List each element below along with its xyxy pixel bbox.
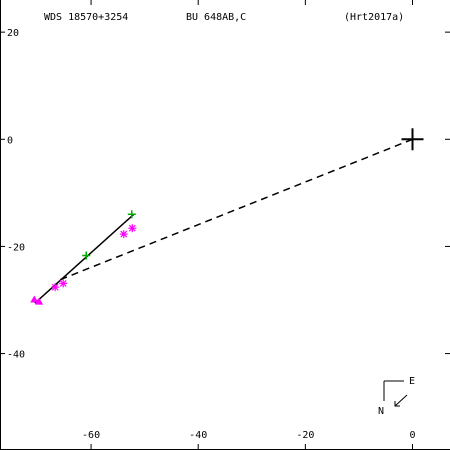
y-tick-label: -20 [7, 242, 25, 253]
y-tick-label: 20 [7, 28, 19, 39]
y-tick-label: 0 [7, 135, 13, 146]
x-tick-label: 0 [409, 430, 415, 441]
x-tick-label: -20 [296, 430, 314, 441]
reference-label: (Hrt2017a) [344, 12, 404, 23]
wds-id-label: WDS 18570+3254 [44, 12, 128, 23]
asterisk-marker [51, 283, 60, 292]
plus-marker [82, 251, 91, 260]
compass-north-label: N [378, 406, 384, 417]
x-tick-label: -40 [189, 430, 207, 441]
x-tick-label: -60 [82, 430, 100, 441]
primary-star-marker [401, 128, 424, 151]
observation-points [30, 210, 137, 305]
compass-rose: E N [378, 376, 415, 417]
orbit-fit-line [34, 213, 135, 304]
motion-arrow [394, 394, 408, 407]
triangle-marker [35, 297, 44, 305]
y-tick-label: -40 [7, 350, 25, 361]
compass-east-label: E [409, 376, 415, 387]
plus-marker [127, 210, 136, 219]
separation-dashed-line [58, 138, 413, 281]
discoverer-label: BU 648AB,C [186, 12, 246, 23]
asterisk-marker [119, 230, 128, 239]
asterisk-marker [59, 279, 68, 288]
asterisk-marker [128, 224, 137, 233]
triangle-marker [30, 295, 39, 303]
motion-arrow-head [394, 401, 400, 407]
